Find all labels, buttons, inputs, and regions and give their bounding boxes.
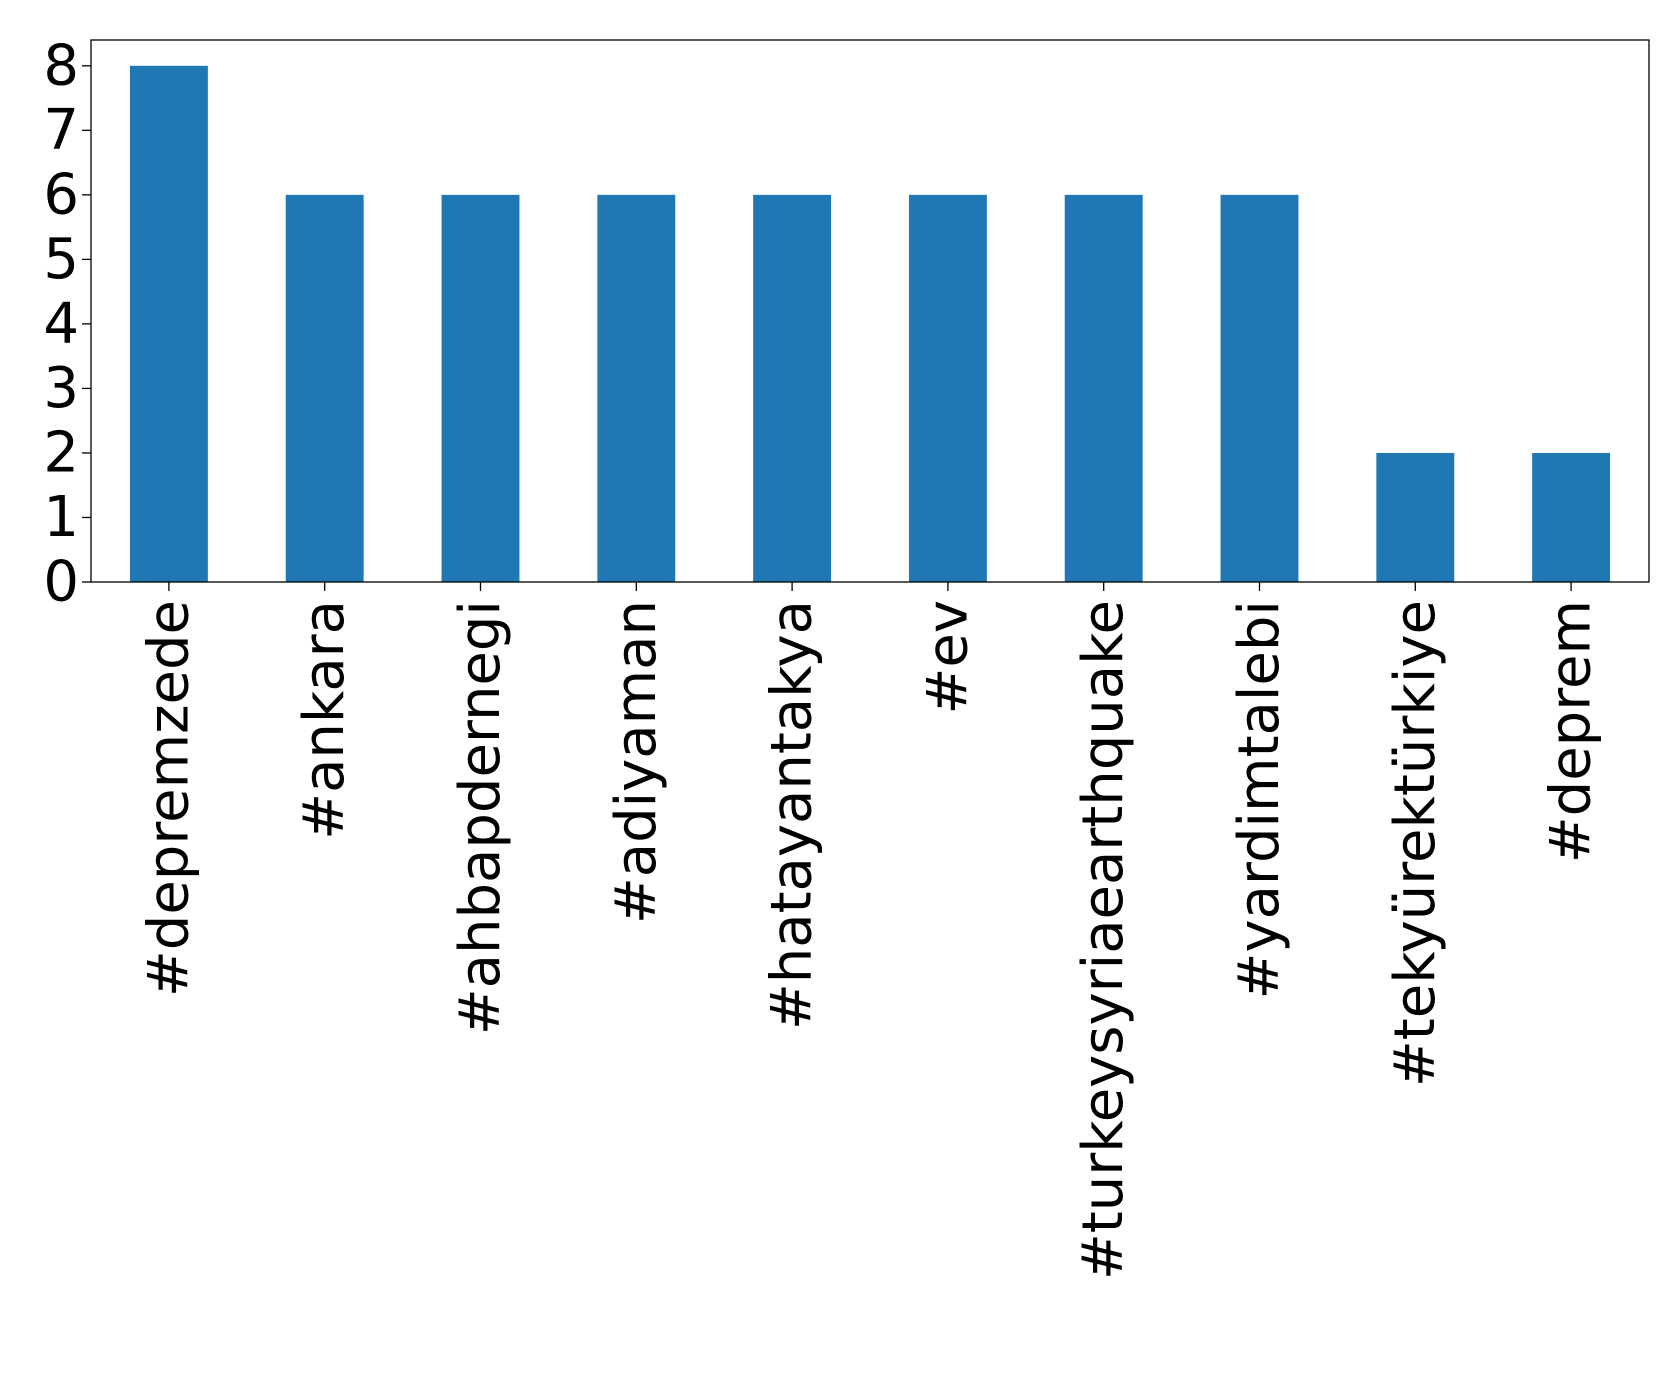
y-tick-label: 6 (43, 162, 79, 227)
bar (285, 194, 364, 582)
bar (908, 194, 987, 582)
bar (753, 194, 832, 582)
bar (1376, 452, 1455, 582)
x-axis: #depremzede #ankara #ahbapdernegi #adiyaman… (136, 582, 1604, 1280)
y-tick-label: 2 (43, 420, 79, 485)
x-tick-label: #ahbapdernegi (448, 600, 513, 1035)
x-tick-label: #tekyürektürkiye (1383, 600, 1448, 1087)
plot-frame (90, 39, 1650, 583)
bar (597, 194, 676, 582)
y-tick-label: 8 (43, 33, 79, 98)
bar (1064, 194, 1143, 582)
x-tick-label: #ev (915, 600, 980, 715)
bars-layer (129, 65, 1611, 583)
x-tick-label: #ankara (292, 600, 357, 840)
y-tick-label: 7 (43, 98, 79, 163)
x-tick-label: #turkeysyriaearthquake (1071, 600, 1136, 1280)
x-tick-label: #adiyaman (604, 600, 669, 924)
x-tick-label: #yardimtalebi (1227, 600, 1292, 999)
y-tick-label: 1 (43, 485, 79, 550)
bar (1220, 194, 1299, 582)
y-tick-label: 0 (43, 550, 79, 615)
x-tick-label: #deprem (1539, 600, 1604, 863)
x-tick-label: #hatayantakya (760, 600, 825, 1030)
x-tick-label: #depremzede (136, 600, 201, 997)
bar (1532, 452, 1611, 582)
y-tick-label: 5 (43, 227, 79, 292)
bar (441, 194, 520, 582)
bar (129, 65, 208, 583)
y-tick-label: 4 (43, 291, 79, 356)
y-tick-label: 3 (43, 356, 79, 421)
